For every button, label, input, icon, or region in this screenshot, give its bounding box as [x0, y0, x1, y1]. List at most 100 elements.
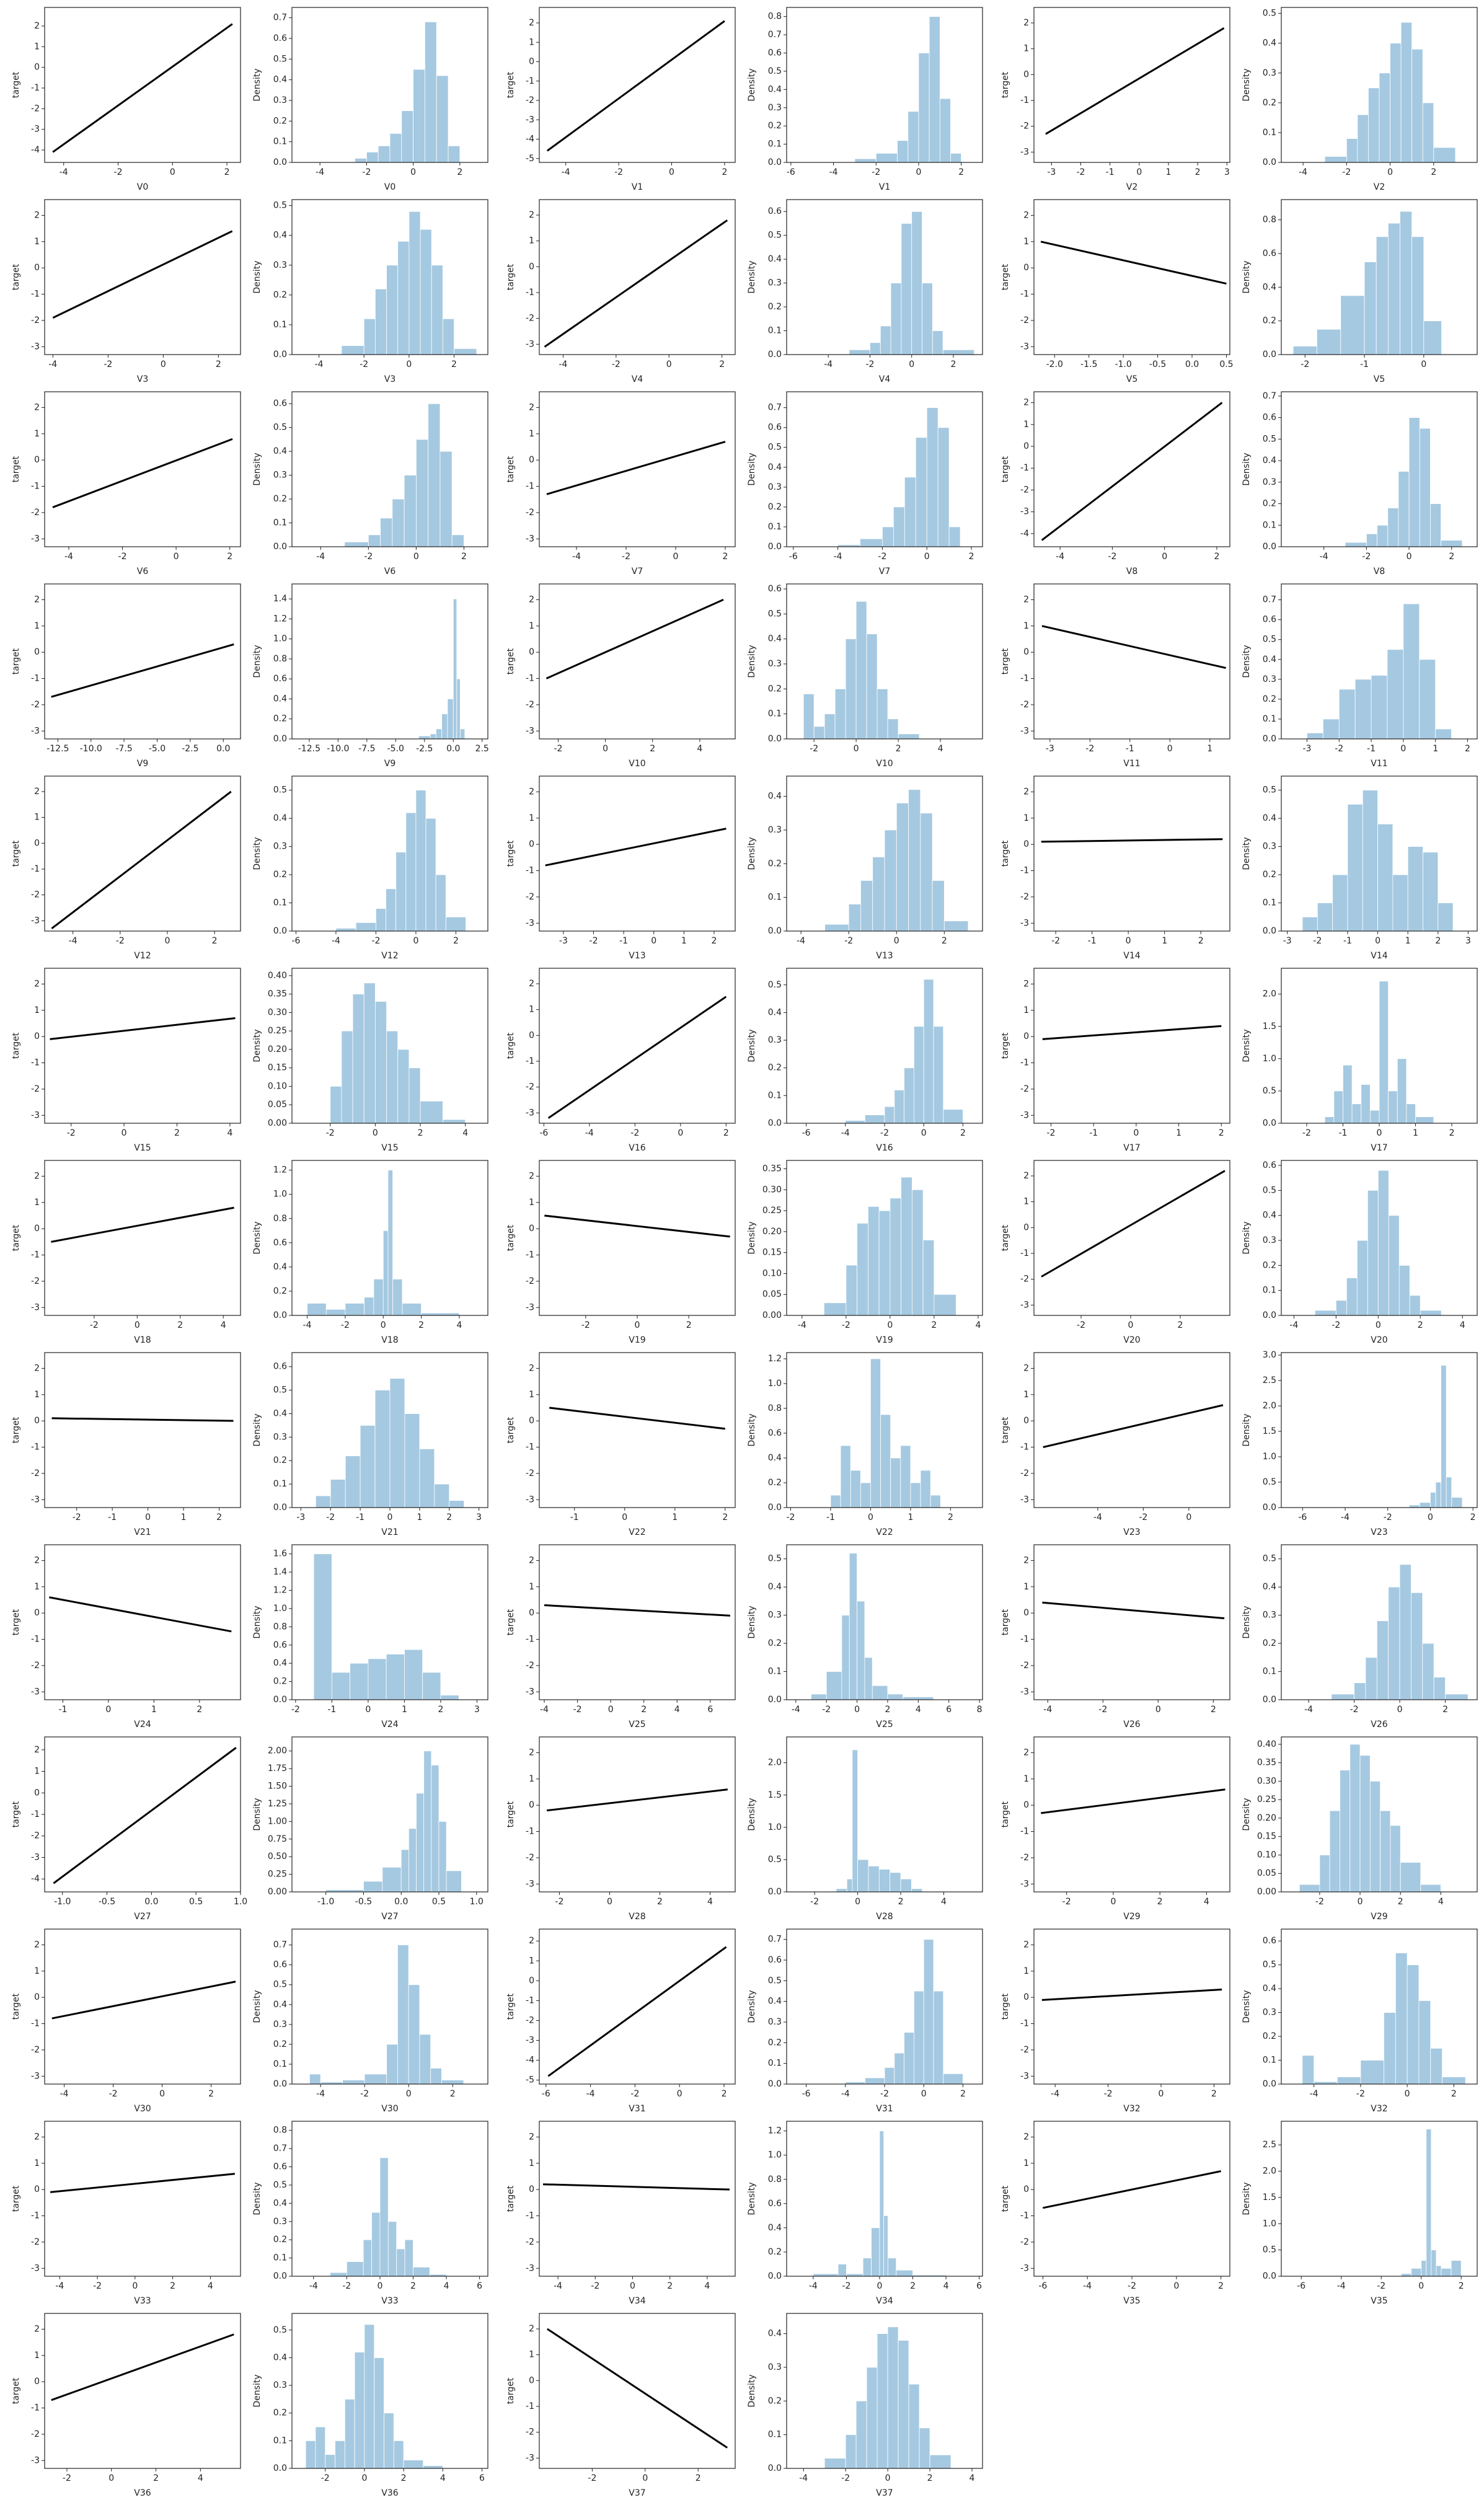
x-tick-label: -1 [826, 1513, 835, 1522]
y-tick-label: 1 [1023, 1390, 1029, 1400]
y-tick-label: 0 [34, 263, 40, 273]
y-tick-label: 0 [1023, 441, 1029, 451]
y-tick-label: 0.3 [768, 1610, 782, 1620]
x-tick-label: -3 [1302, 744, 1311, 754]
histogram-bar [396, 2248, 405, 2277]
histogram-bar [341, 345, 364, 355]
x-tick-label: -2 [1051, 936, 1060, 946]
x-tick-label: -6 [542, 2089, 550, 2099]
y-tick-label: 0.7 [768, 30, 782, 40]
x-tick-label: -4 [1083, 2281, 1092, 2291]
x-tick-label: 0 [413, 936, 418, 946]
histogram-bar [1377, 1170, 1389, 1316]
x-tick-label: 0 [406, 360, 412, 369]
histogram-bar [1415, 1116, 1434, 1124]
x-tick-label: 2 [896, 744, 901, 754]
y-tick-label: 1 [1023, 1966, 1029, 1976]
x-axis-label: V12 [381, 951, 398, 961]
histogram-bar [1346, 1278, 1358, 1316]
x-tick-label: -1 [1106, 167, 1115, 177]
y-tick-label: -3 [31, 1302, 40, 1312]
x-axis-label: V31 [876, 2104, 893, 2114]
y-tick-label: 0.4 [768, 84, 782, 94]
histogram-bar [387, 2221, 397, 2277]
histogram-bar [345, 1455, 361, 1508]
y-tick-label: 0.0 [273, 350, 287, 360]
regression-line [52, 23, 233, 153]
histogram-bar [401, 110, 414, 163]
y-tick-label: 0 [34, 838, 40, 848]
x-tick-label: -2 [1098, 1705, 1107, 1715]
histogram-bar [1403, 603, 1420, 740]
axes-frame [44, 1160, 241, 1316]
x-tick-label: 0 [377, 2281, 382, 2291]
histogram-bar [380, 518, 393, 547]
regression-line [52, 438, 233, 508]
x-tick-label: 2 [1157, 1897, 1163, 1907]
axes-frame [786, 1544, 983, 1700]
histogram-bar [908, 2383, 920, 2469]
histogram-bar [1356, 1240, 1368, 1316]
y-tick-label: 1 [529, 1390, 534, 1400]
histogram-bar [1418, 2000, 1431, 2085]
x-tick-label: 2 [958, 167, 964, 177]
y-tick-label: 0.5 [768, 609, 782, 619]
y-tick-label: -1 [1020, 463, 1029, 473]
x-tick-label: -2 [1076, 167, 1085, 177]
histogram-bar [330, 1479, 346, 1508]
x-axis-label: V24 [381, 1720, 398, 1729]
histogram-bar [1331, 1694, 1354, 1700]
y-tick-label: 2 [1023, 1747, 1029, 1757]
y-tick-label: 0.0 [1263, 2079, 1276, 2089]
histogram-bar [1423, 852, 1439, 932]
y-tick-label: 1 [1023, 813, 1029, 823]
histogram-bar [890, 1872, 901, 1893]
histogram-bar [898, 733, 920, 740]
regression-line [49, 1596, 232, 1633]
x-tick-label: 2 [1219, 1128, 1224, 1138]
y-tick-label: 0.2 [273, 290, 287, 300]
y-tick-label: 2 [34, 210, 40, 220]
y-tick-label: 1 [1023, 2158, 1029, 2168]
y-tick-label: 0 [34, 455, 40, 465]
x-tick-label: 0 [678, 1128, 683, 1138]
regression-line [1040, 241, 1227, 285]
y-axis-label: Density [252, 1221, 262, 1254]
x-tick-label: 0.0 [394, 1897, 408, 1907]
x-tick-label: 0 [1128, 1320, 1134, 1330]
histogram-bar [453, 598, 457, 740]
y-tick-label: 2 [34, 1555, 40, 1565]
y-tick-label: -1 [526, 76, 534, 86]
y-tick-label: 0 [1023, 1031, 1029, 1041]
x-tick-label: 0 [161, 360, 166, 369]
y-tick-label: 0 [1023, 647, 1029, 657]
y-tick-label: 0.5 [273, 423, 287, 433]
y-tick-label: 0 [34, 2184, 40, 2194]
y-tick-label: -1 [1020, 674, 1029, 684]
y-tick-label: 0.2 [768, 2038, 782, 2047]
histogram-bar [423, 1751, 432, 1893]
y-tick-label: 0.5 [1263, 1554, 1276, 1564]
x-tick-label: -2.0 [1046, 360, 1063, 369]
axes-frame [291, 2121, 488, 2277]
y-tick-label: 0.0 [273, 1310, 287, 1320]
x-tick-label: -4 [797, 936, 805, 946]
y-tick-label: 0.0 [1263, 926, 1276, 936]
y-tick-label: 1.0 [273, 1604, 287, 1614]
x-axis-label: V13 [876, 951, 893, 961]
axes-frame [1033, 1352, 1230, 1508]
x-axis-label: V4 [632, 374, 643, 384]
x-tick-label: -6 [787, 167, 795, 177]
x-tick-label: 0 [373, 1128, 378, 1138]
x-tick-label: -2 [1362, 552, 1371, 562]
y-axis-label: Density [252, 453, 262, 485]
histogram-bar [1420, 1884, 1441, 1893]
histogram-bar [1360, 2060, 1384, 2085]
y-tick-label: 0.05 [268, 1100, 287, 1110]
x-tick-label: 2 [1398, 1897, 1403, 1907]
x-tick-label: 2 [712, 936, 717, 946]
y-axis-label: target [506, 1993, 516, 2020]
y-tick-label: 0.3 [768, 103, 782, 113]
y-tick-label: -2 [1020, 2237, 1029, 2247]
